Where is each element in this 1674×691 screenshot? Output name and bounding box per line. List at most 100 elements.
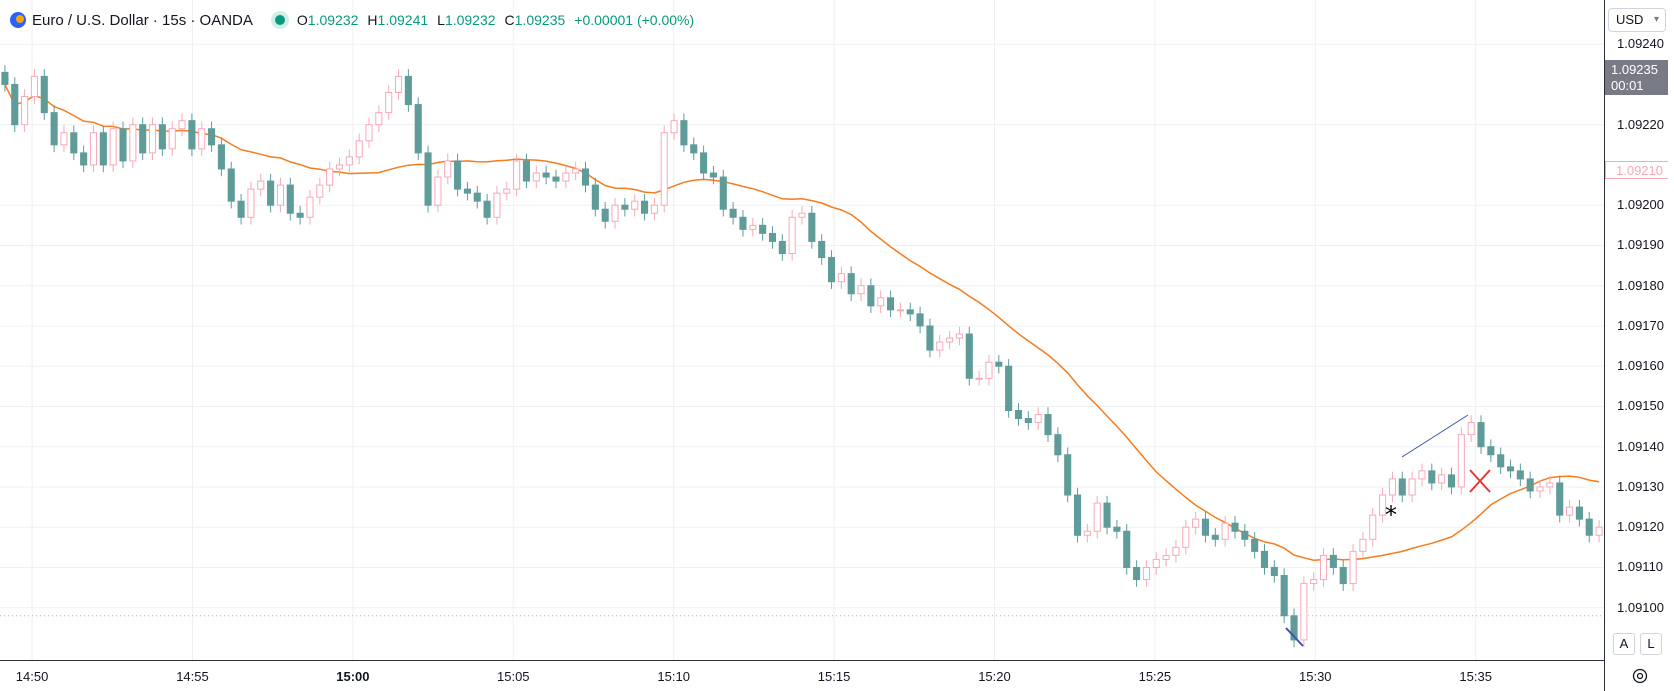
- candle-body: [955, 333, 963, 339]
- candle-body: [483, 200, 491, 218]
- candle-body: [916, 313, 924, 327]
- candle-body: [818, 240, 826, 259]
- chart-pane[interactable]: *: [0, 0, 1604, 660]
- candle-body: [247, 188, 255, 218]
- candle-body: [1418, 470, 1426, 480]
- candle-body: [1113, 526, 1121, 532]
- candle-body: [139, 124, 147, 154]
- price-tick: 1.09160: [1617, 358, 1664, 374]
- candle-body: [454, 160, 462, 190]
- candle-body: [1428, 470, 1436, 484]
- price-tick: 1.09100: [1617, 599, 1664, 615]
- candle-body: [1103, 502, 1111, 528]
- price-tick: 1.09120: [1617, 519, 1664, 535]
- currency-selector[interactable]: USD ▾: [1608, 8, 1666, 32]
- candle-body: [306, 196, 314, 218]
- candle-body: [1408, 478, 1416, 496]
- time-tick: 15:15: [817, 669, 851, 684]
- candle-body: [1556, 482, 1564, 516]
- candle-body: [1290, 615, 1298, 641]
- reference-price-label: 1.09210: [1605, 161, 1668, 179]
- candle-body: [965, 333, 973, 379]
- candle-body: [1595, 526, 1603, 536]
- candle-body: [1133, 566, 1141, 581]
- candle-body: [542, 172, 550, 178]
- candle-body: [1162, 554, 1170, 560]
- candle-body: [1093, 502, 1101, 532]
- price-tick: 1.09130: [1617, 478, 1664, 494]
- candle-body: [1349, 550, 1357, 585]
- bar-countdown: 00:01: [1611, 78, 1644, 93]
- candle-body: [1438, 474, 1446, 484]
- candle-body: [286, 184, 294, 214]
- open-value: O1.09232: [296, 12, 359, 28]
- candle-body: [1211, 534, 1219, 540]
- candlestick-chart[interactable]: *: [0, 0, 1604, 660]
- time-tick: 14:55: [176, 669, 209, 684]
- time-tick: 15:20: [978, 669, 1011, 684]
- candle-body: [178, 120, 186, 130]
- candle-body: [1447, 474, 1456, 488]
- candle-body: [1280, 575, 1288, 617]
- price-axis[interactable]: [1604, 0, 1674, 691]
- candle-body: [896, 309, 904, 312]
- currency-pair-icon[interactable]: [10, 12, 26, 28]
- candle-body: [1566, 506, 1574, 516]
- candle-body: [887, 297, 895, 311]
- candle-body: [936, 341, 944, 351]
- chevron-down-icon: ▾: [1653, 14, 1659, 25]
- price-tick: 1.09240: [1617, 36, 1664, 52]
- candle-body: [729, 208, 737, 218]
- candle-body: [50, 112, 58, 146]
- candle-body: [1182, 526, 1190, 548]
- candle-body: [148, 124, 157, 154]
- candle-body: [80, 152, 88, 166]
- candle-body: [906, 309, 914, 315]
- candle-body: [424, 152, 432, 206]
- candle-body: [345, 156, 353, 166]
- price-tick: 1.09170: [1617, 317, 1664, 333]
- price-tick: 1.09150: [1617, 398, 1664, 414]
- candle-body: [1054, 434, 1062, 456]
- price-tick: 1.09110: [1617, 559, 1664, 575]
- candle-body: [198, 128, 206, 150]
- candle-body: [267, 180, 275, 206]
- candle-body: [778, 240, 786, 255]
- candle-body: [1369, 514, 1377, 540]
- candle-body: [591, 184, 599, 210]
- candle-body: [522, 160, 531, 182]
- candle-body: [1467, 422, 1475, 436]
- candle-body: [621, 204, 629, 210]
- symbol-title[interactable]: Euro / U.S. Dollar · 15s · OANDA: [32, 11, 253, 29]
- candle-body: [513, 160, 521, 190]
- candle-body: [503, 188, 511, 194]
- gear-icon[interactable]: [1631, 667, 1649, 685]
- candle-body: [1319, 554, 1328, 581]
- high-value: H1.09241: [367, 12, 429, 28]
- candle-body: [1260, 550, 1269, 568]
- candle-body: [217, 144, 225, 170]
- candle-body: [670, 120, 678, 134]
- candle-body: [877, 297, 885, 307]
- candle-body: [1575, 506, 1583, 520]
- candle-body: [857, 285, 865, 295]
- candle-body: [867, 285, 875, 307]
- candle-body: [847, 273, 855, 295]
- candle-body: [1398, 478, 1406, 496]
- price-tick: 1.09200: [1617, 197, 1664, 213]
- candle-body: [355, 140, 363, 158]
- candle-body: [1142, 566, 1150, 581]
- candle-body: [995, 361, 1003, 367]
- trend-line-drawing: [1401, 414, 1469, 458]
- candle-body: [650, 204, 658, 214]
- candle-body: [562, 172, 570, 182]
- candle-body: [1251, 538, 1259, 552]
- candle-body: [444, 160, 452, 178]
- log-scale-button[interactable]: L: [1640, 633, 1662, 655]
- close-value: C1.09235: [504, 12, 566, 28]
- last-price-value: 1.09235: [1611, 62, 1658, 77]
- time-axis[interactable]: [0, 660, 1604, 691]
- candle-body: [552, 176, 560, 182]
- candle-body: [1526, 478, 1534, 492]
- auto-scale-button[interactable]: A: [1613, 633, 1635, 655]
